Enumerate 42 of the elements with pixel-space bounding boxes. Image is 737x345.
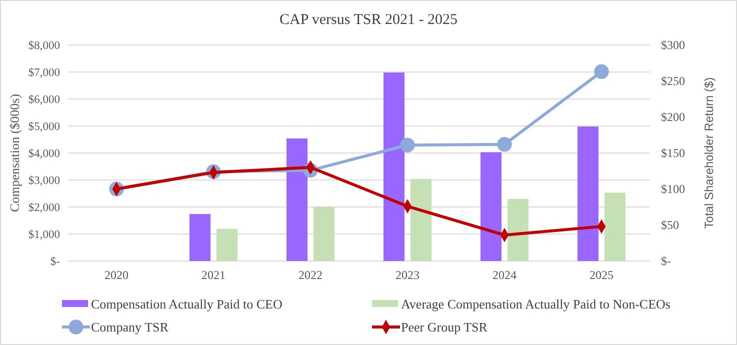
x-tick-label: 2022 xyxy=(298,268,322,282)
bar xyxy=(508,198,528,261)
y2-tick-label: $250 xyxy=(661,74,685,88)
x-tick-label: 2020 xyxy=(104,268,128,282)
bar xyxy=(216,228,238,261)
x-tick-label: 2024 xyxy=(492,268,516,282)
y-axis-title: Compensation ($000s) xyxy=(7,94,22,212)
y-tick-label: $2,000 xyxy=(28,202,60,214)
x-tick-label: 2023 xyxy=(396,268,420,282)
y2-tick-label: $150 xyxy=(661,146,685,160)
y-tick-label: $7,000 xyxy=(28,67,60,80)
point xyxy=(594,64,609,79)
bar xyxy=(384,72,404,261)
point xyxy=(497,137,512,152)
legend-label: Average Compensation Actually Paid to Non-CEOs xyxy=(401,296,670,312)
y-tick-label: $4,000 xyxy=(28,148,60,160)
y2-axis-title: Total Shareholder Return ($) xyxy=(702,77,716,229)
y-tick-label: $- xyxy=(50,256,60,268)
bar xyxy=(410,178,432,261)
legend-label: Compensation Actually Paid to CEO xyxy=(91,296,282,312)
chart-title: CAP versus TSR 2021 - 2025 xyxy=(280,12,458,28)
y2-tick-label: $50 xyxy=(661,218,679,232)
y2-tick-label: $- xyxy=(661,254,671,268)
y2-tick-label: $300 xyxy=(661,38,685,52)
point xyxy=(400,138,415,152)
bar xyxy=(578,126,598,261)
legend-label: Peer Group TSR xyxy=(401,320,488,335)
bar xyxy=(286,138,308,261)
bar xyxy=(604,192,626,261)
y-tick-label: $3,000 xyxy=(28,175,60,188)
y2-tick-label: $100 xyxy=(661,182,685,196)
bar xyxy=(314,207,334,261)
y-tick-label: $5,000 xyxy=(28,121,60,134)
x-tick-label: 2021 xyxy=(202,268,226,282)
bar xyxy=(190,214,210,261)
y-tick-label: $6,000 xyxy=(28,94,60,106)
x-tick-label: 2025 xyxy=(590,268,614,282)
legend-label: Company TSR xyxy=(91,320,169,335)
y-tick-label: $8,000 xyxy=(28,40,60,52)
y-tick-label: $1,000 xyxy=(28,229,60,242)
bar xyxy=(480,152,502,261)
y2-tick-label: $200 xyxy=(661,110,685,124)
